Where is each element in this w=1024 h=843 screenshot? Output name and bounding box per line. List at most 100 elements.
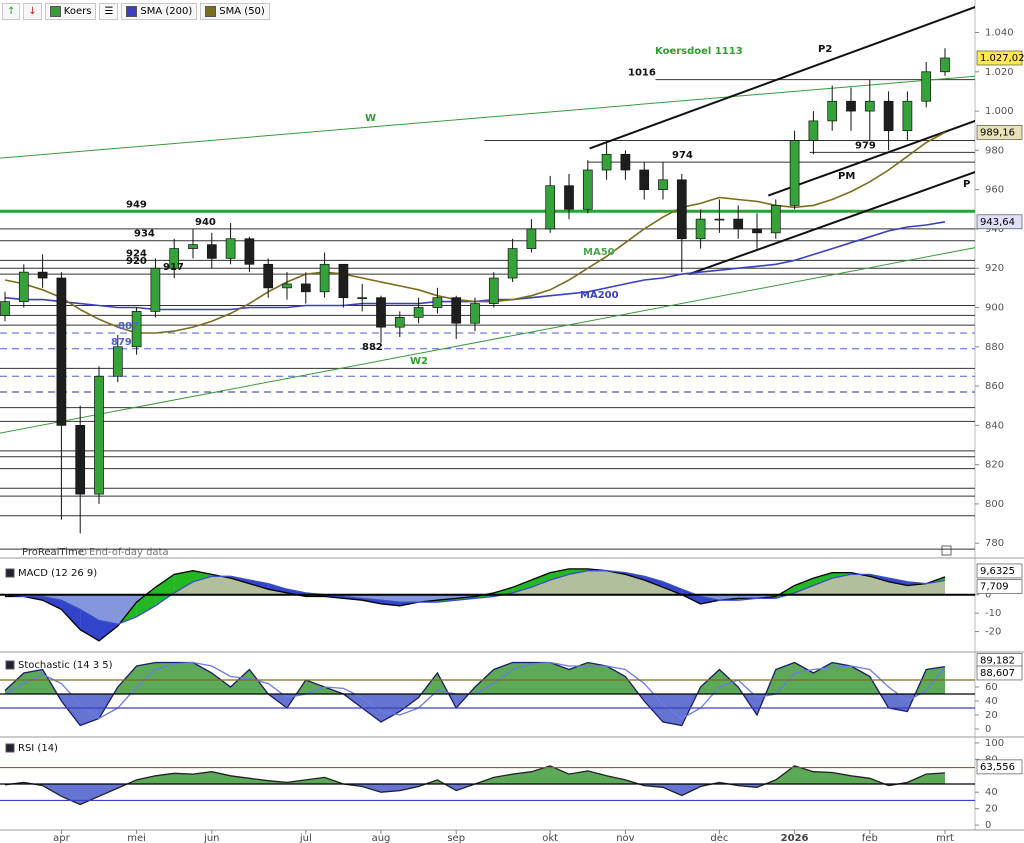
- panel-title: MACD (12 26 9): [18, 568, 97, 579]
- histogram-band: [99, 620, 118, 641]
- annotation: MA50: [583, 247, 615, 258]
- candle-body: [714, 218, 725, 221]
- legend-swatch: [205, 6, 217, 17]
- candle-body: [545, 185, 556, 230]
- y-tick-label: 780: [985, 538, 1004, 549]
- price-button[interactable]: Koers: [44, 3, 97, 20]
- panel-title: RSI (14): [18, 743, 58, 754]
- level-label: 940: [195, 217, 216, 228]
- histogram-band: [663, 581, 682, 595]
- candle-body: [206, 244, 217, 259]
- x-tick-label: apr: [53, 833, 70, 843]
- histogram-band: [794, 578, 814, 593]
- y-tick-label: 100: [985, 738, 1004, 749]
- histogram-band: [531, 572, 551, 588]
- x-tick-label: aug: [372, 833, 391, 843]
- candle-body: [789, 140, 800, 206]
- candle-body: [94, 375, 104, 495]
- candle-body: [225, 238, 236, 259]
- y-tick-label: 920: [985, 263, 1004, 274]
- list-button[interactable]: ☰: [99, 3, 119, 20]
- candle-body: [695, 218, 706, 240]
- level-label: 917: [163, 262, 184, 273]
- annotation: PM: [838, 171, 855, 182]
- panel-title: Stochastic (14 3 5): [18, 660, 113, 671]
- down-button[interactable]: ↓: [23, 3, 42, 20]
- x-tick-label: 2026: [781, 833, 809, 843]
- candle-body: [150, 267, 161, 312]
- candle-body: [827, 100, 838, 122]
- value-box: [976, 563, 1023, 579]
- candle-body: [451, 297, 462, 324]
- candle-body: [470, 303, 480, 324]
- title-swatch: [5, 660, 15, 670]
- x-tick-label: dec: [710, 833, 728, 843]
- info-icon[interactable]: [941, 545, 952, 556]
- candle-body: [413, 307, 424, 318]
- up-button[interactable]: ↑: [2, 3, 21, 20]
- candle-body: [582, 169, 593, 210]
- legend-label: Koers: [63, 6, 92, 17]
- y-tick-label: 0: [985, 590, 991, 601]
- candle-body: [169, 248, 180, 269]
- y-tick-label: 800: [985, 499, 1004, 510]
- trend-line: [0, 75, 975, 159]
- value-box: [976, 579, 1023, 594]
- histogram-band: [681, 589, 701, 604]
- candle-body: [488, 277, 499, 304]
- x-tick-label: nov: [616, 833, 634, 843]
- histogram-band: [155, 574, 175, 606]
- candle-body: [300, 283, 311, 293]
- histogram-band: [888, 578, 908, 586]
- x-tick-label: mrt: [936, 833, 954, 843]
- y-tick-label: 20: [985, 804, 998, 815]
- y-tick-label: 980: [985, 145, 1004, 156]
- value-box-label: 88,607: [980, 668, 1015, 679]
- indicator-button[interactable]: SMA (200): [121, 3, 198, 20]
- value-box: [976, 759, 1023, 775]
- level-label: 949: [126, 199, 147, 210]
- candle-body: [808, 120, 819, 141]
- histogram-band: [700, 596, 720, 604]
- histogram-band: [644, 576, 663, 588]
- candle-body: [902, 100, 913, 132]
- candle-body: [188, 244, 198, 249]
- legend-swatch: [126, 6, 138, 17]
- level-label: 920: [126, 256, 147, 267]
- candle-body: [18, 271, 29, 302]
- candle-body: [319, 263, 330, 293]
- title-swatch: [5, 568, 15, 578]
- candle-body: [131, 311, 142, 348]
- candle-body: [37, 271, 48, 279]
- y-tick-label: 40: [985, 696, 998, 707]
- candle-body: [526, 228, 537, 249]
- level-label: 887: [118, 321, 139, 332]
- title-swatch: [5, 743, 15, 753]
- candle-body: [263, 263, 274, 289]
- trend-line: [0, 247, 975, 434]
- value-box-label: 63,556: [980, 762, 1015, 773]
- trend-line: [767, 119, 975, 197]
- indicator-button[interactable]: SMA (50): [200, 3, 270, 20]
- legend-label: SMA (200): [140, 6, 193, 17]
- value-box-label: 7,709: [980, 581, 1009, 592]
- y-tick-label: 1.040: [985, 28, 1014, 39]
- candle-body: [432, 297, 443, 308]
- level-label: 924: [126, 248, 147, 259]
- histogram-band: [193, 570, 212, 582]
- legend-label: SMA (50): [219, 6, 265, 17]
- y-tick-label: 0: [985, 724, 991, 735]
- level-label: 879: [111, 337, 132, 348]
- candle-body: [940, 57, 950, 73]
- candle-body: [601, 153, 612, 171]
- histogram-band: [268, 583, 287, 593]
- y-tick-label: 820: [985, 460, 1004, 471]
- y-tick-label: 60: [985, 682, 998, 693]
- y-tick-label: 1.020: [985, 67, 1014, 78]
- annotation: W2: [410, 356, 428, 367]
- y-tick-label: 840: [985, 420, 1004, 431]
- low-label: 882: [362, 342, 383, 353]
- x-tick-label: jun: [203, 833, 219, 843]
